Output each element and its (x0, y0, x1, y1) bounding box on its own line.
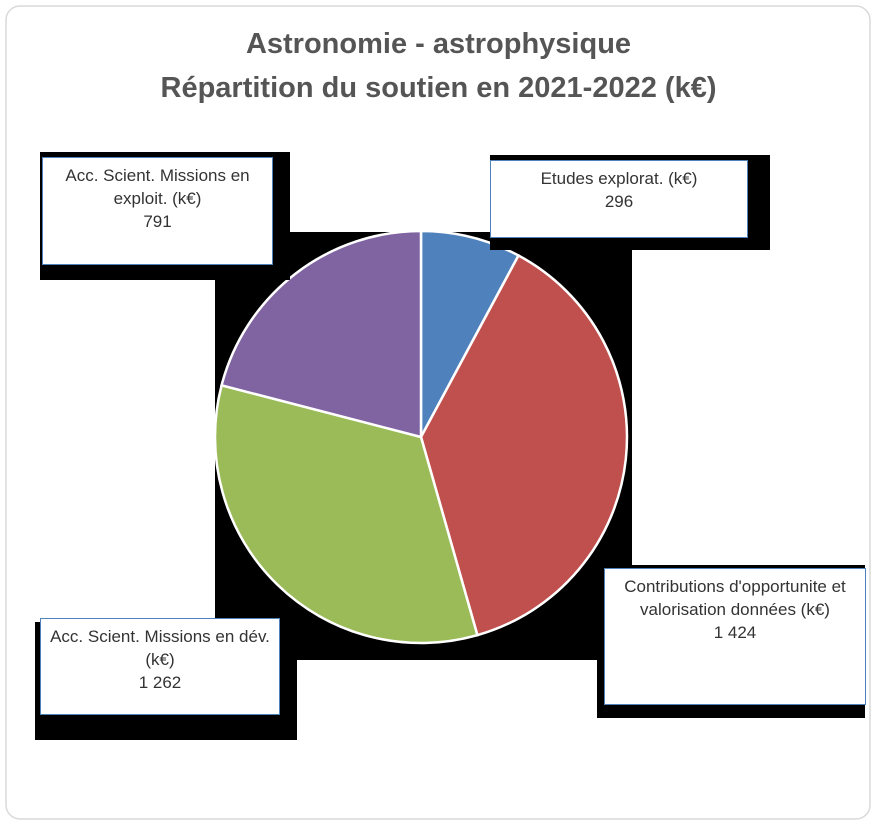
pie-slice (419, 229, 521, 438)
label-category: Acc. Scient. Missions en exploit. (k€) (65, 166, 250, 208)
pie-slice (419, 253, 629, 637)
pie-slice (220, 229, 423, 439)
label-category: Etudes explorat. (k€) (540, 169, 698, 188)
data-label: Etudes explorat. (k€) 296 (490, 160, 748, 238)
pie-slice (213, 383, 479, 645)
label-category: Acc. Scient. Missions en dév. (k€) (50, 627, 270, 669)
label-value: 791 (143, 212, 172, 231)
chart-subtitle: Répartition du soutien en 2021-2022 (k€) (160, 72, 717, 104)
data-label: Contributions d'opportunite et valorisat… (604, 568, 866, 705)
data-label: Acc. Scient. Missions en dév. (k€) 1 262 (40, 618, 280, 715)
data-label: Acc. Scient. Missions en exploit. (k€) 79… (42, 157, 273, 265)
label-category: Contributions d'opportunite et valorisat… (624, 577, 846, 619)
label-value: 1 424 (713, 623, 757, 642)
chart-title: Astronomie - astrophysique (245, 28, 632, 60)
label-value: 296 (604, 192, 634, 211)
label-value: 1 262 (138, 673, 182, 692)
